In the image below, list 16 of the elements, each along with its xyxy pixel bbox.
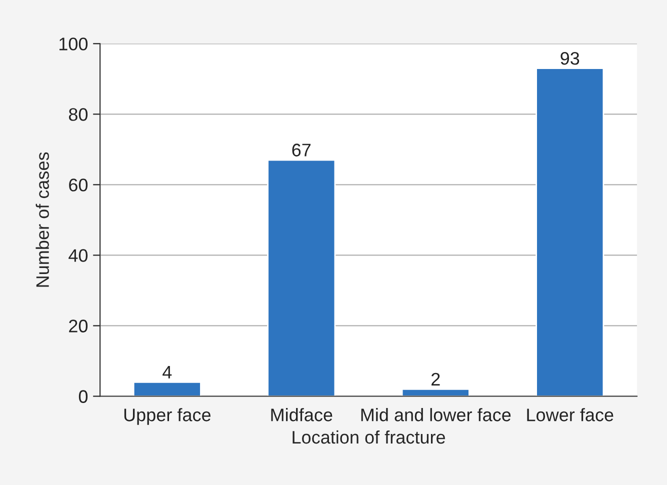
data-label: 4: [162, 366, 172, 378]
x-axis-title: Location of fracture: [292, 430, 446, 444]
x-tick-label: Midface: [271, 408, 332, 422]
data-label: 2: [432, 372, 440, 386]
x-tick-label: Upper face: [124, 408, 211, 425]
y-tick-label: 20: [69, 320, 88, 332]
y-tick-label: 40: [68, 249, 88, 262]
data-label: 93: [560, 52, 580, 65]
data-label: 67: [292, 144, 311, 156]
y-tick-label: 0: [78, 390, 88, 403]
y-tick-label: 100: [60, 38, 88, 50]
y-axis-title: Number of cases: [36, 152, 49, 287]
x-tick-label: Mid and lower face: [361, 408, 511, 422]
y-tick-label: 60: [69, 178, 88, 192]
y-tick-label: 80: [68, 108, 88, 121]
x-tick-label: Lower face: [527, 408, 614, 422]
